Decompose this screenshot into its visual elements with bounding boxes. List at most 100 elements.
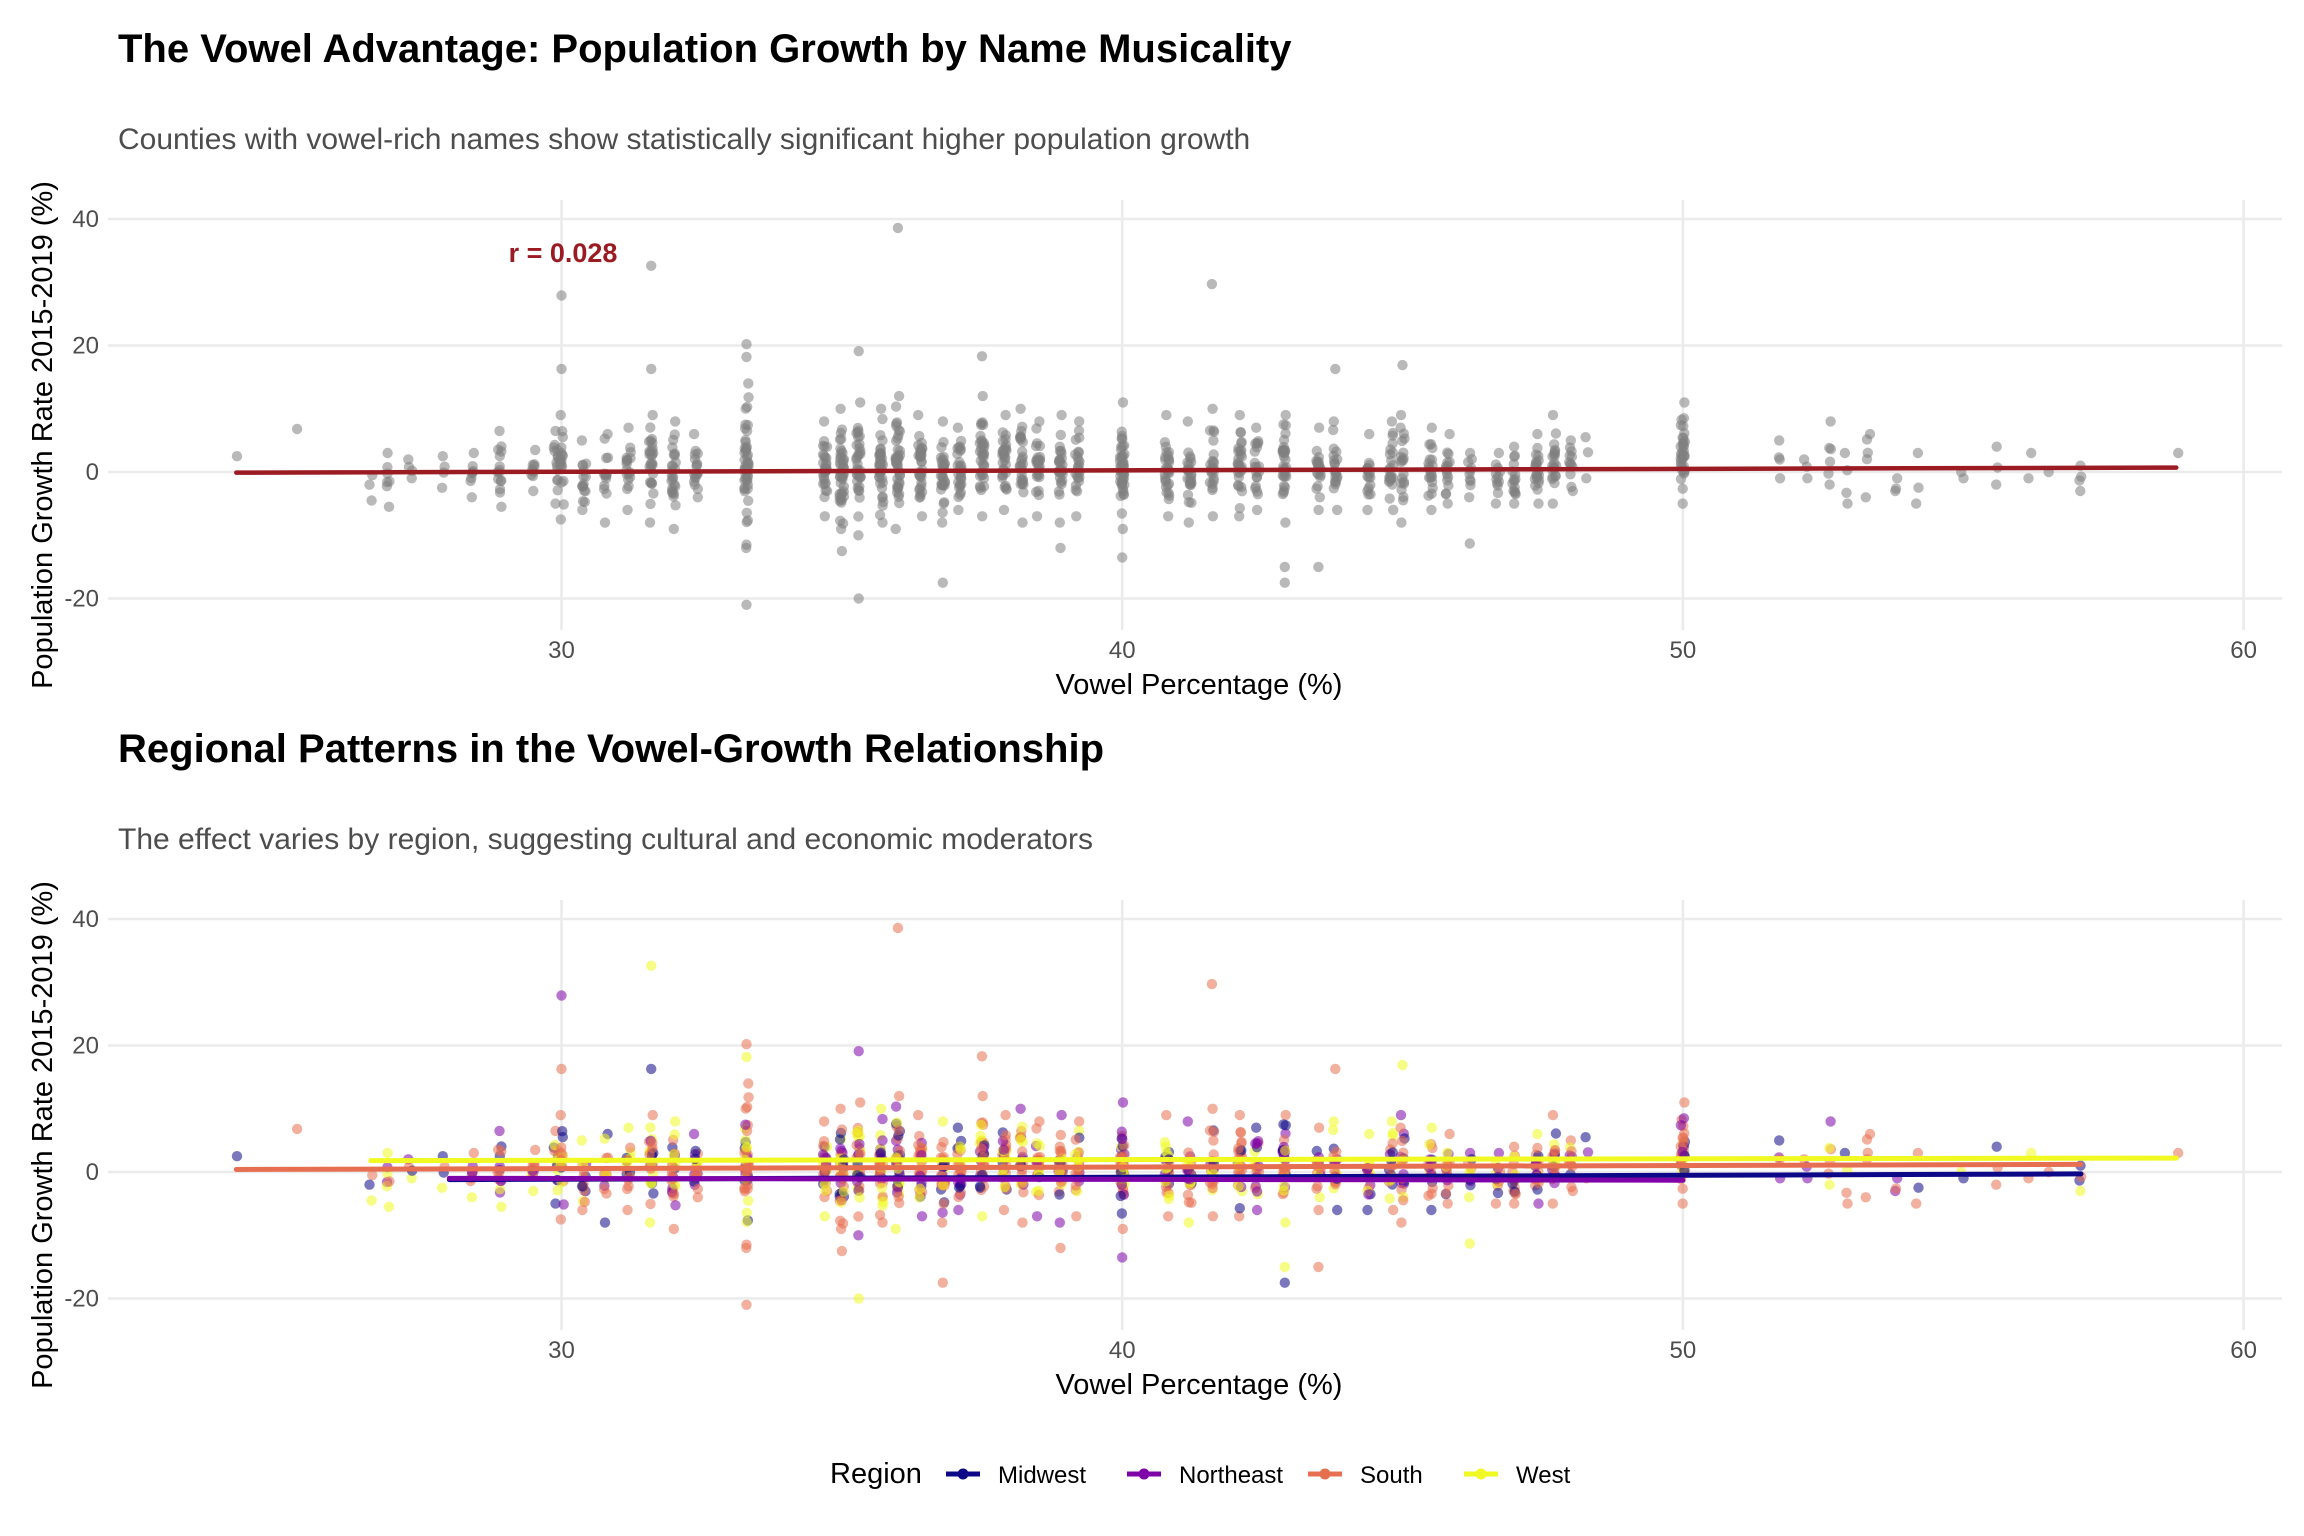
data-point bbox=[465, 475, 476, 487]
panel-1-subtitle: Counties with vowel-rich names show stat… bbox=[118, 123, 1250, 156]
data-point-northeast bbox=[854, 1138, 865, 1150]
data-point-northeast bbox=[740, 1119, 751, 1130]
data-point bbox=[439, 461, 450, 472]
data-point-south bbox=[1861, 1134, 1873, 1145]
data-point bbox=[1332, 504, 1343, 516]
data-point bbox=[938, 479, 949, 491]
p2-x-tick-label: 40 bbox=[1109, 1337, 1136, 1364]
data-point bbox=[2076, 471, 2087, 482]
data-point-northeast bbox=[1493, 1147, 1505, 1159]
data-point bbox=[892, 222, 904, 234]
data-point-south bbox=[1679, 1097, 1690, 1108]
data-point bbox=[743, 495, 754, 506]
data-point-west bbox=[494, 1184, 506, 1195]
data-point bbox=[601, 452, 612, 464]
data-point-south bbox=[1280, 1109, 1291, 1121]
data-point-south bbox=[893, 1125, 904, 1136]
data-point-south bbox=[998, 1204, 1010, 1216]
data-point-south bbox=[1208, 1126, 1220, 1138]
data-point bbox=[1031, 438, 1043, 449]
data-point bbox=[1000, 459, 1011, 470]
data-point bbox=[1442, 498, 1453, 509]
data-point-south bbox=[1860, 1192, 1872, 1203]
data-point bbox=[741, 599, 752, 610]
data-point-west bbox=[670, 1116, 681, 1127]
data-point-south bbox=[1387, 1138, 1398, 1149]
data-point-west bbox=[382, 1147, 393, 1159]
data-point bbox=[1033, 485, 1044, 496]
data-point bbox=[835, 403, 846, 414]
data-point-south bbox=[1890, 1183, 1902, 1194]
data-point-midwest bbox=[1580, 1132, 1591, 1143]
data-point bbox=[998, 444, 1009, 455]
data-point bbox=[1386, 455, 1397, 466]
data-point bbox=[1183, 447, 1194, 458]
panel-2-y-axis-label: Population Growth Rate 2015-2019 (%) bbox=[27, 881, 59, 1389]
data-point-west bbox=[552, 1185, 563, 1196]
data-point bbox=[1861, 434, 1873, 445]
data-point-west bbox=[366, 1195, 377, 1206]
data-point-west bbox=[914, 1183, 926, 1194]
data-point bbox=[999, 481, 1010, 493]
data-point bbox=[555, 409, 566, 421]
data-point bbox=[622, 504, 633, 516]
legend: Region Midwest Northeast South West bbox=[830, 1458, 1571, 1490]
data-point bbox=[741, 351, 752, 363]
data-point bbox=[1208, 449, 1219, 460]
data-point-west bbox=[1426, 1122, 1438, 1133]
data-point-northeast bbox=[877, 1113, 888, 1125]
data-point bbox=[1824, 479, 1835, 490]
data-point-west bbox=[1364, 1128, 1375, 1140]
data-point-west bbox=[1824, 1142, 1835, 1154]
data-point bbox=[1363, 489, 1374, 500]
data-point bbox=[975, 430, 986, 442]
data-point-south bbox=[1182, 1189, 1194, 1201]
data-point-south bbox=[1233, 1143, 1244, 1154]
correlation-annotation: r = 0.028 bbox=[509, 238, 618, 268]
data-point-south bbox=[1440, 1188, 1452, 1199]
data-point-south bbox=[743, 1078, 754, 1089]
data-point bbox=[1440, 488, 1452, 499]
panel-2-trends bbox=[233, 1155, 2179, 1183]
data-point bbox=[1313, 422, 1325, 433]
data-point-south bbox=[1161, 1109, 1172, 1121]
data-point bbox=[1234, 511, 1245, 522]
data-point-south bbox=[836, 1124, 848, 1135]
data-point-west bbox=[955, 1144, 966, 1155]
data-point-south bbox=[1000, 1109, 1011, 1121]
data-point bbox=[1774, 473, 1786, 484]
data-point bbox=[530, 444, 541, 456]
data-point bbox=[1397, 473, 1408, 484]
data-point bbox=[1018, 487, 1029, 498]
data-point-midwest bbox=[1991, 1141, 2002, 1152]
data-point-west bbox=[875, 1103, 887, 1115]
data-point-west bbox=[1532, 1128, 1543, 1140]
data-point-west bbox=[1386, 1116, 1398, 1127]
data-point bbox=[819, 478, 830, 490]
data-point bbox=[1774, 435, 1785, 446]
data-point-midwest bbox=[1251, 1122, 1262, 1133]
data-point bbox=[625, 442, 636, 453]
data-point bbox=[1186, 497, 1197, 508]
data-point bbox=[1311, 483, 1322, 494]
data-point-south bbox=[742, 1179, 753, 1191]
data-point-south bbox=[937, 1217, 948, 1228]
data-point-west bbox=[1233, 1180, 1244, 1192]
data-point-west bbox=[1017, 1121, 1028, 1133]
data-point-south bbox=[668, 1223, 679, 1235]
data-point bbox=[817, 449, 829, 460]
data-point-south bbox=[1532, 1142, 1543, 1154]
trend-line-northeast bbox=[446, 1175, 1686, 1183]
data-point bbox=[1251, 486, 1263, 497]
data-point-south bbox=[622, 1183, 633, 1195]
data-point bbox=[1911, 498, 1922, 509]
data-point bbox=[1328, 416, 1340, 427]
data-point-northeast bbox=[1363, 1189, 1374, 1200]
data-point bbox=[955, 444, 966, 455]
data-point bbox=[854, 438, 865, 450]
data-point bbox=[1182, 473, 1193, 484]
data-point-south bbox=[893, 1090, 905, 1102]
data-point bbox=[837, 518, 849, 529]
data-point-west bbox=[496, 1201, 507, 1213]
data-point-south bbox=[1031, 1123, 1042, 1134]
